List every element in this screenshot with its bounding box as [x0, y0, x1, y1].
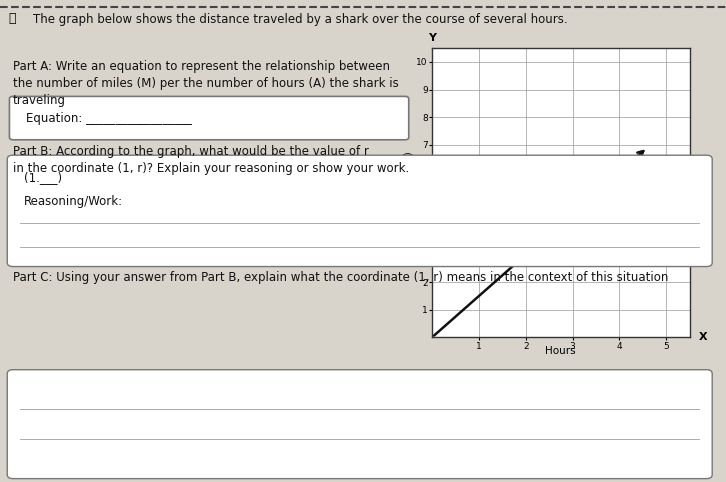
- Text: Part C: Using your answer from Part B, explain what the coordinate (1, r) means : Part C: Using your answer from Part B, e…: [13, 271, 669, 284]
- Text: ⓘ: ⓘ: [9, 12, 16, 25]
- Y-axis label: Distance (Miles): Distance (Miles): [404, 151, 414, 235]
- Text: X: X: [699, 333, 708, 342]
- Text: Y: Y: [428, 33, 436, 43]
- Text: Reasoning/Work:: Reasoning/Work:: [24, 195, 123, 208]
- Text: (4, 6): (4, 6): [623, 189, 649, 199]
- Text: (1.___): (1.___): [24, 171, 62, 184]
- Text: The graph below shows the distance traveled by a shark over the course of severa: The graph below shows the distance trave…: [33, 13, 567, 27]
- Text: Hours: Hours: [545, 346, 576, 356]
- Text: Equation: __________________: Equation: __________________: [26, 112, 192, 124]
- Text: Part A: Write an equation to represent the relationship between
the number of mi: Part A: Write an equation to represent t…: [13, 60, 399, 107]
- Text: Part B: According to the graph, what would be the value of r
in the coordinate (: Part B: According to the graph, what wou…: [13, 145, 409, 174]
